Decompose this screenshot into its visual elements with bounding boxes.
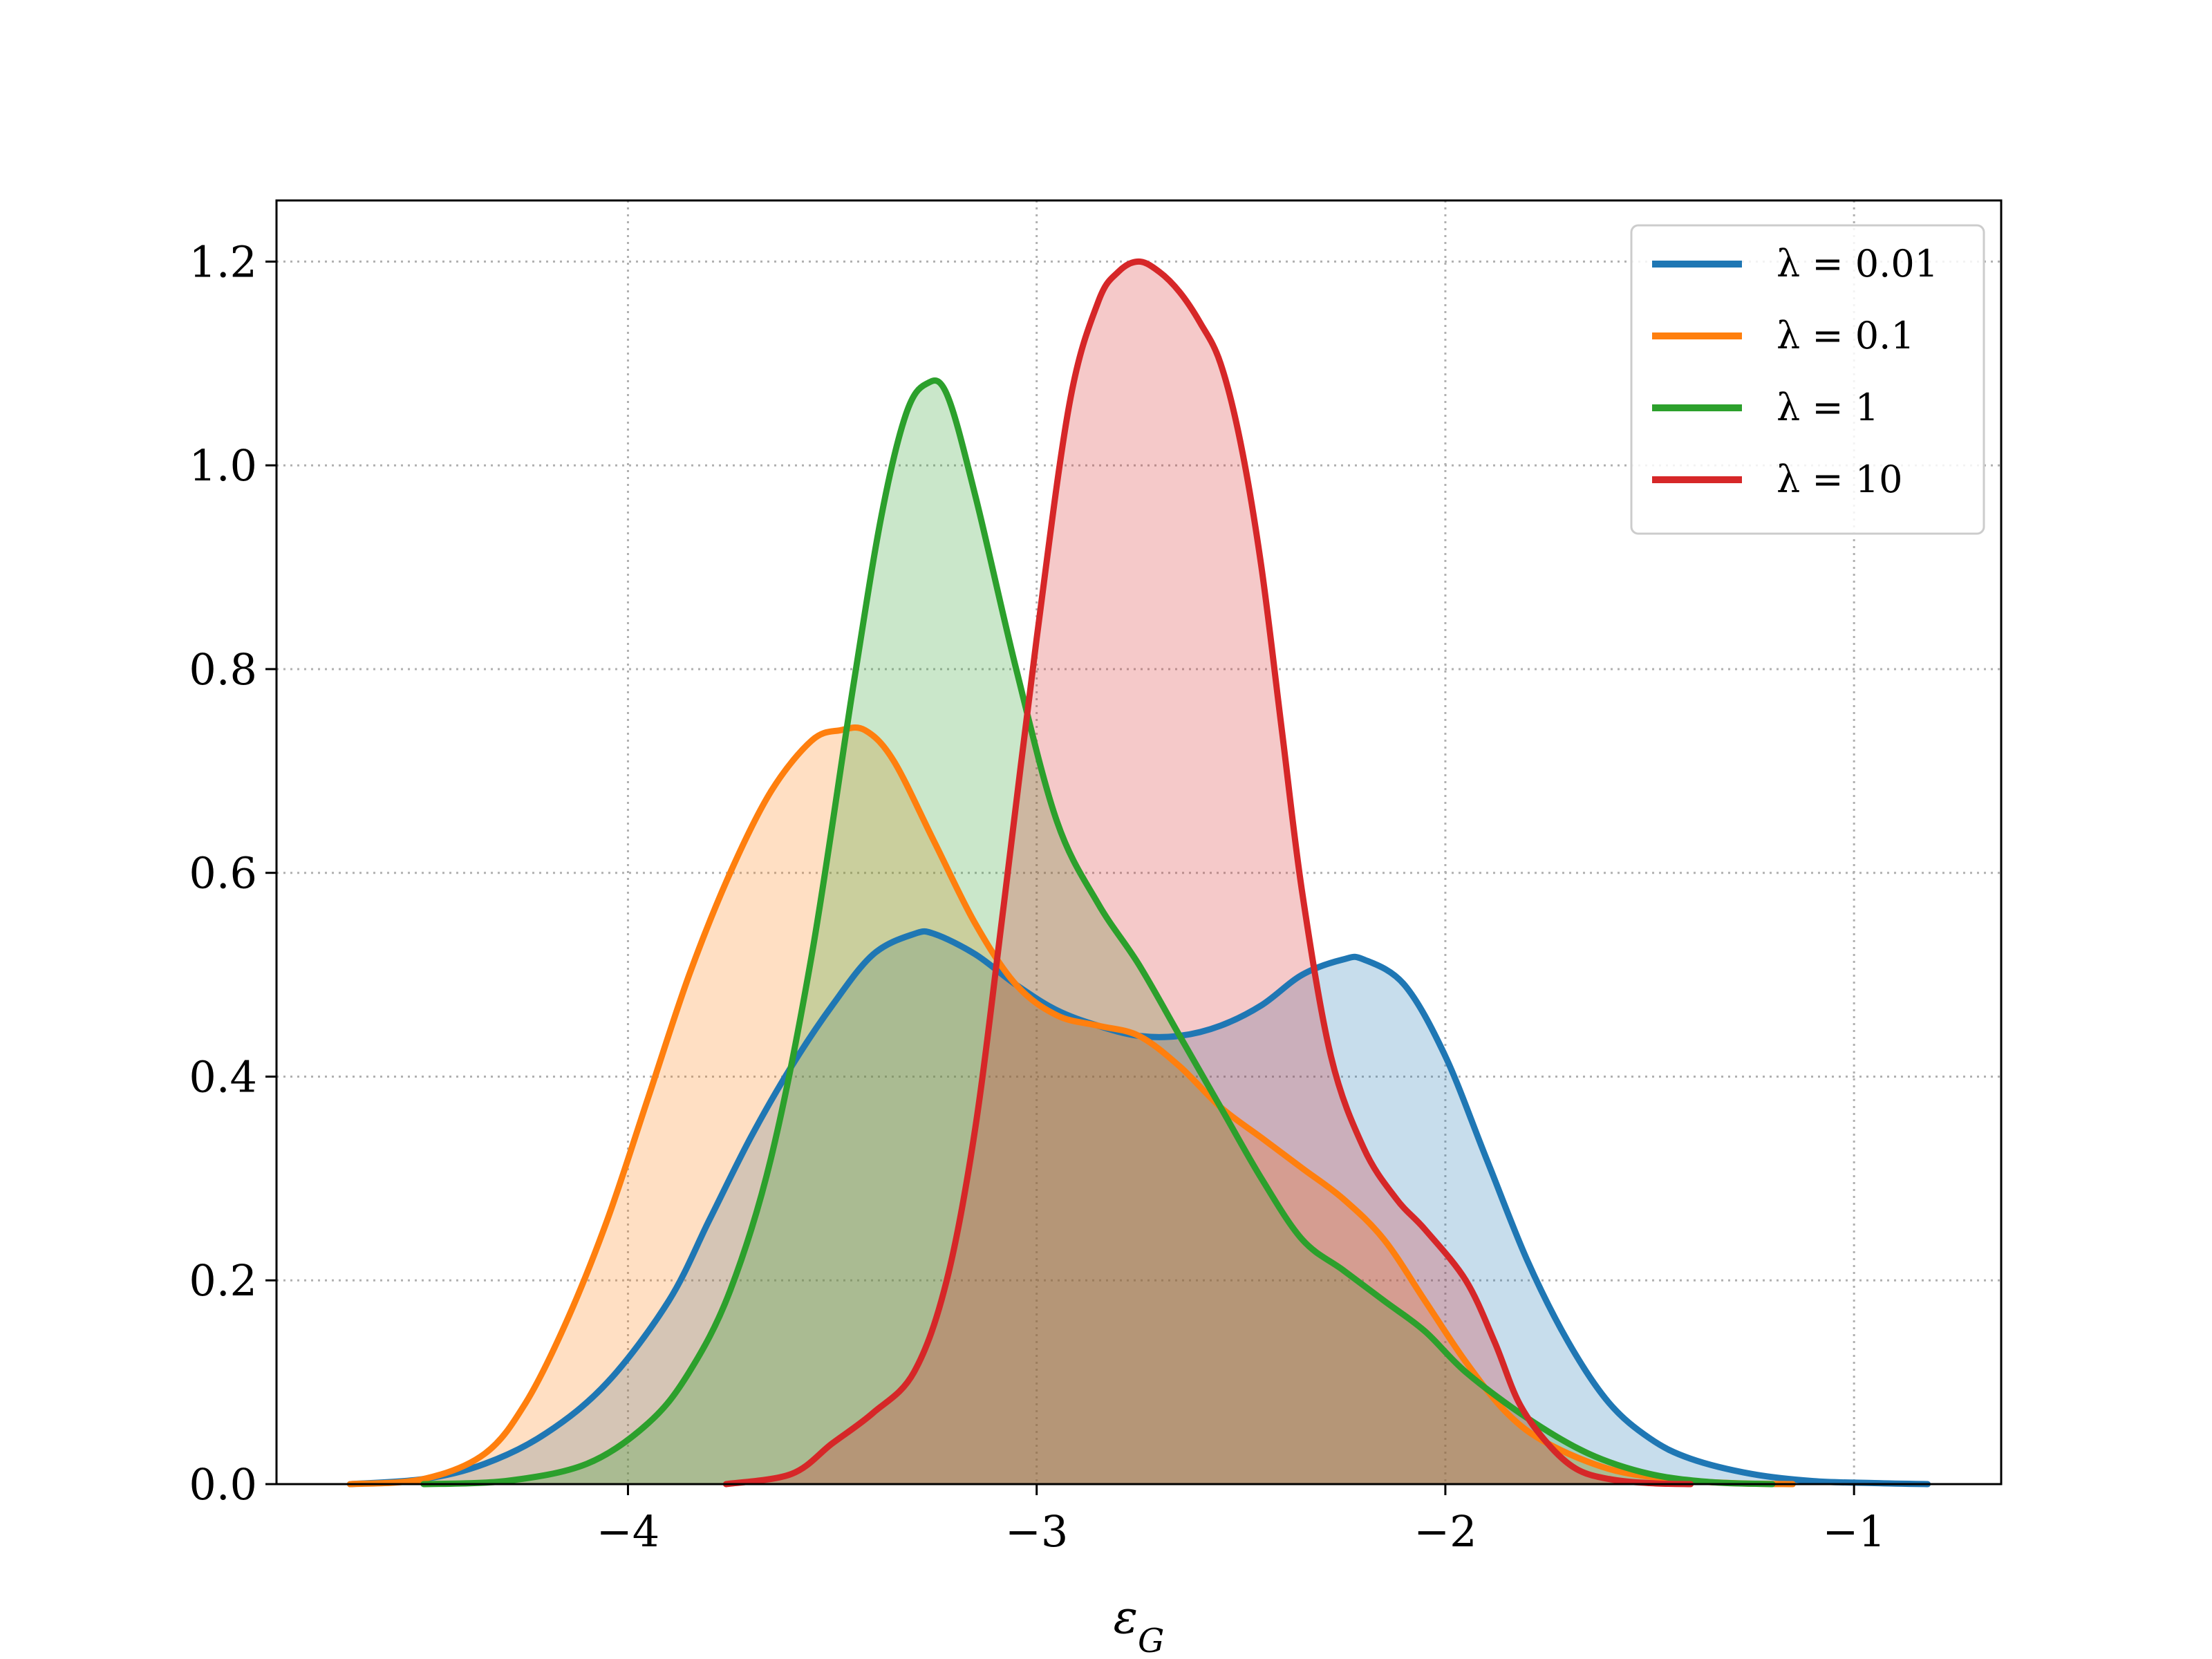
x-axis-label: εG bbox=[1114, 1591, 1165, 1659]
legend-box bbox=[1630, 224, 1985, 535]
legend-label-1: λ = 0.01 bbox=[1777, 242, 1938, 285]
legend: λ = 0.01 λ = 0.1 λ = 1 λ = 10 bbox=[1630, 224, 1985, 535]
x-tick-label: −2 bbox=[1414, 1506, 1477, 1557]
axis-ticks: −4 −3 −2 −1 0.0 0.2 0.4 0.6 0.8 1.0 1.2 bbox=[189, 236, 1885, 1557]
legend-label-4: λ = 10 bbox=[1777, 458, 1903, 501]
area-fill-series-2 bbox=[350, 727, 1793, 1484]
series-line-3 bbox=[420, 377, 1776, 1488]
y-tick-label: 0.2 bbox=[189, 1255, 257, 1306]
area-fill-series-4 bbox=[726, 261, 1691, 1484]
series-line-4 bbox=[722, 258, 1694, 1488]
legend-label-3: λ = 1 bbox=[1777, 386, 1879, 429]
legend-label-2: λ = 0.1 bbox=[1777, 314, 1915, 357]
series-line-1 bbox=[346, 928, 1931, 1488]
series-lines bbox=[346, 258, 1931, 1488]
x-tick-label: −3 bbox=[1005, 1506, 1068, 1557]
plot-frame bbox=[275, 199, 2003, 1485]
y-tick-label: 0.4 bbox=[189, 1051, 257, 1102]
y-tick-label: 1.2 bbox=[189, 236, 257, 287]
area-fill-series-1 bbox=[350, 931, 1928, 1484]
x-tick-label: −1 bbox=[1822, 1506, 1885, 1557]
series-line-2 bbox=[346, 724, 1796, 1488]
y-tick-label: 0.6 bbox=[189, 848, 257, 899]
y-tick-label: 0.0 bbox=[189, 1459, 257, 1510]
x-tick-label: −4 bbox=[597, 1506, 659, 1557]
y-tick-label: 0.8 bbox=[189, 644, 257, 695]
y-tick-label: 1.0 bbox=[189, 440, 257, 491]
